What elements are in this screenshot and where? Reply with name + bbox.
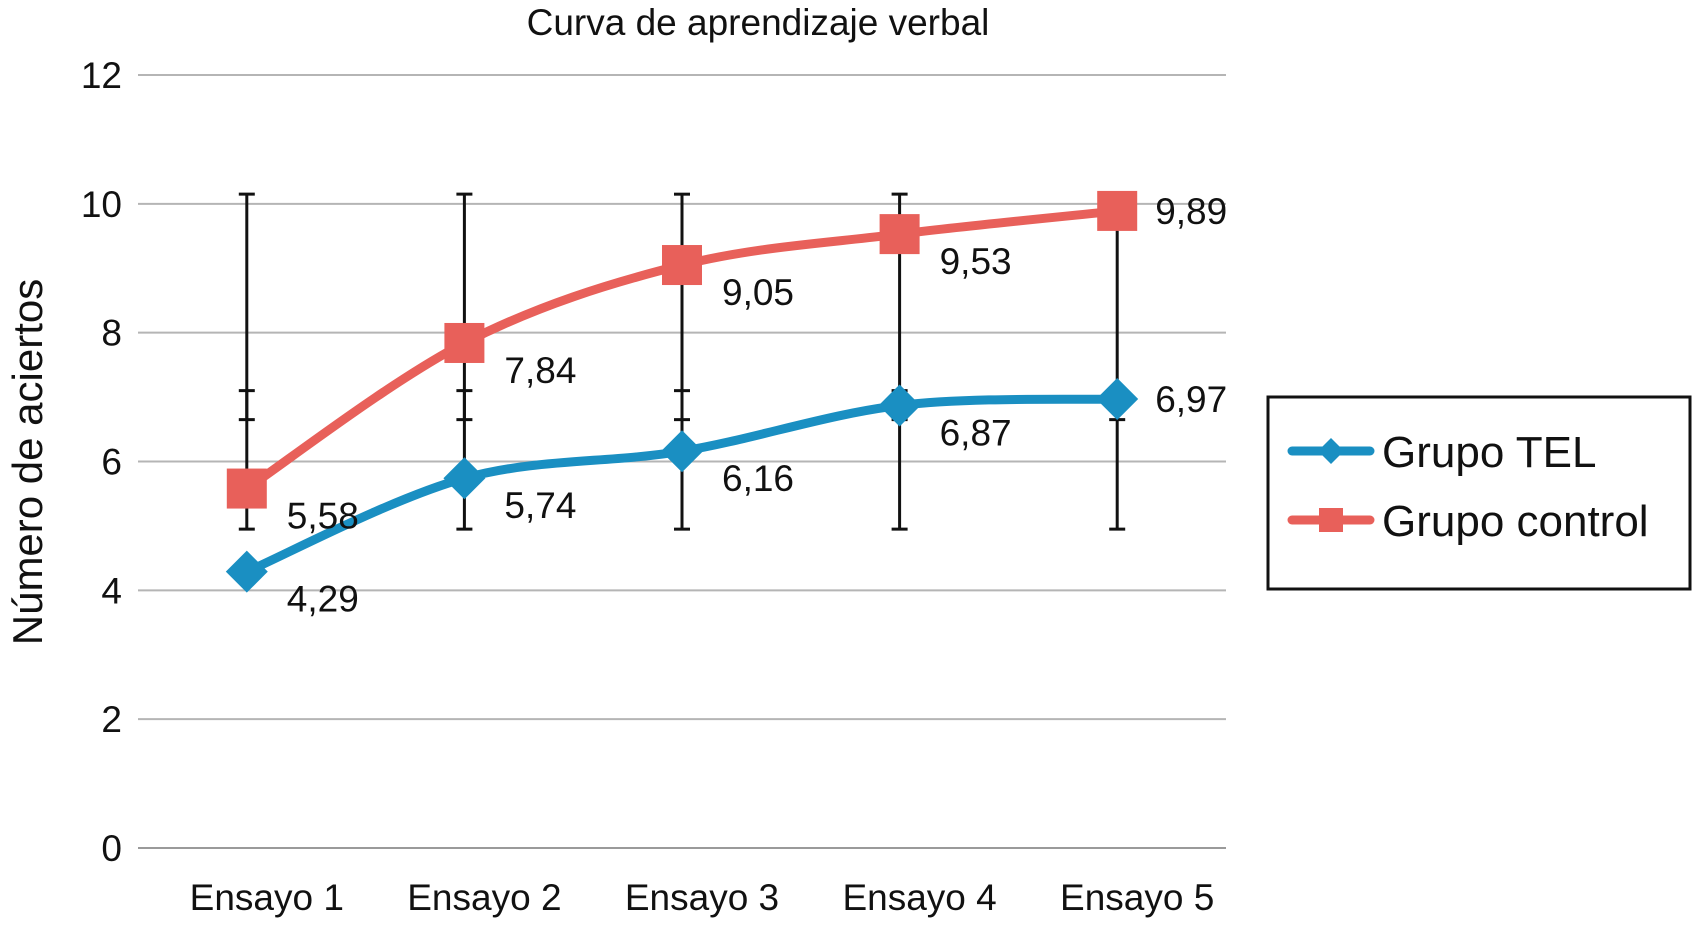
data-label: 6,97	[1155, 379, 1227, 420]
y-axis-label: Número de aciertos	[4, 279, 51, 646]
x-tick-label: Ensayo 2	[407, 877, 561, 918]
data-label: 9,53	[940, 241, 1012, 282]
y-axis-ticks: 0 2 4 6 8 10 12	[81, 55, 122, 869]
chart-title: Curva de aprendizaje verbal	[527, 2, 990, 43]
data-label: 6,87	[940, 412, 1012, 453]
legend-label: Grupo control	[1382, 497, 1649, 546]
data-label: 9,05	[722, 272, 794, 313]
data-point	[443, 457, 486, 500]
y-tick-label: 12	[81, 55, 122, 96]
error-bar	[456, 192, 473, 422]
legend-label: Grupo TEL	[1382, 428, 1596, 477]
error-bar	[238, 192, 255, 422]
legend-marker	[1318, 438, 1344, 464]
data-point	[879, 214, 920, 255]
series-lines	[225, 190, 1139, 593]
data-label: 6,16	[722, 458, 794, 499]
data-label: 5,58	[287, 496, 359, 537]
data-label: 7,84	[504, 350, 576, 391]
legend-item-grupo-tel: Grupo TEL	[1287, 428, 1596, 477]
x-tick-label: Ensayo 3	[625, 877, 779, 918]
y-tick-label: 8	[101, 313, 122, 354]
data-point	[226, 468, 267, 509]
series-grupo-control	[226, 190, 1138, 509]
x-axis-ticks: Ensayo 1 Ensayo 2 Ensayo 3 Ensayo 4 Ensayo 5	[190, 877, 1215, 918]
data-point	[661, 430, 703, 473]
data-point	[444, 322, 485, 363]
data-labels: 4,29 5,74 6,16 6,87 6,97 5,58 7,84 9,05 9,53 9,89	[287, 191, 1227, 620]
data-label: 5,74	[504, 485, 576, 526]
data-point	[878, 384, 921, 427]
y-tick-label: 10	[81, 184, 122, 225]
y-tick-label: 2	[101, 699, 122, 740]
error-bar	[674, 192, 690, 422]
data-point	[225, 550, 268, 593]
y-tick-label: 0	[101, 828, 122, 869]
data-point	[662, 245, 702, 286]
x-tick-label: Ensayo 4	[842, 877, 996, 918]
data-label: 9,89	[1155, 191, 1227, 232]
y-tick-label: 6	[101, 442, 122, 483]
data-point	[1096, 378, 1139, 421]
legend: Grupo TEL Grupo control	[1266, 395, 1692, 591]
legend-item-grupo-control: Grupo control	[1287, 497, 1649, 546]
legend-box	[1266, 395, 1692, 591]
data-label: 4,29	[287, 579, 359, 620]
x-tick-label: Ensayo 5	[1060, 877, 1214, 918]
legend-marker	[1319, 508, 1343, 532]
y-tick-label: 4	[101, 570, 122, 611]
series-grupo-tel	[225, 378, 1139, 593]
x-tick-label: Ensayo 1	[190, 877, 344, 918]
data-point	[1097, 190, 1138, 231]
